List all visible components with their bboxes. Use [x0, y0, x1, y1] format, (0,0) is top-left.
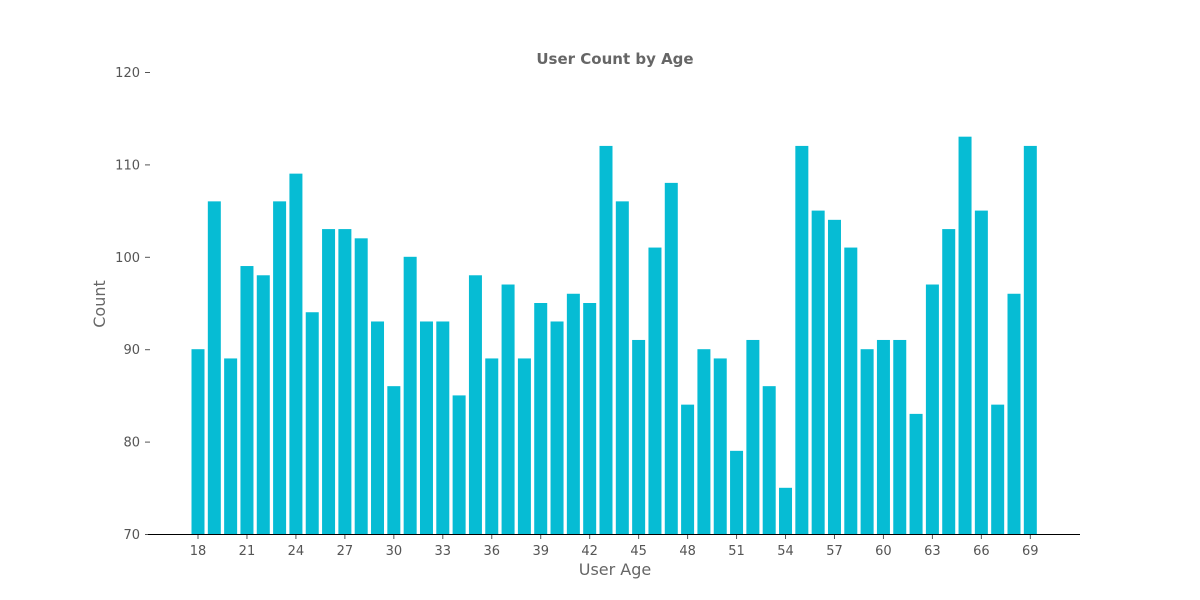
bar-age-39	[534, 303, 548, 534]
x-axis: 18 21 24 27 30 33 36 39 42 45 48 51 54 57 60 63 66 69	[190, 534, 1039, 559]
bar-age-69	[1023, 145, 1037, 535]
bar-age-26	[322, 229, 336, 534]
bar-age-55	[795, 145, 809, 535]
bar-age-49	[697, 349, 711, 534]
bar-age-40	[550, 321, 564, 534]
bar-age-41	[566, 293, 580, 534]
bar-age-31	[403, 256, 417, 534]
bar-age-47	[664, 182, 678, 534]
bar-age-30	[387, 386, 401, 534]
bar-age-22	[256, 275, 270, 534]
bar-age-20	[224, 358, 238, 534]
bar-age-63	[925, 284, 939, 534]
bar-age-21	[240, 266, 254, 534]
bar-age-64	[942, 229, 956, 534]
bar-age-18	[191, 349, 205, 534]
x-tick-label-45: 45	[630, 544, 647, 559]
y-tick-label-110: 110	[115, 158, 140, 173]
bar-age-62	[909, 413, 923, 534]
x-tick-label-69: 69	[1022, 544, 1039, 559]
y-tick-label-100: 100	[115, 251, 140, 266]
x-axis-label: User Age	[579, 560, 652, 579]
x-tick-label-48: 48	[679, 544, 696, 559]
x-tick-label-42: 42	[581, 544, 598, 559]
bar-age-36	[485, 358, 499, 534]
bar-age-67	[991, 404, 1005, 534]
bar-age-28	[354, 238, 368, 534]
x-tick-label-66: 66	[973, 544, 990, 559]
bar-age-48	[681, 404, 695, 534]
x-tick-label-30: 30	[386, 544, 403, 559]
x-tick-label-54: 54	[777, 544, 794, 559]
bar-age-45	[632, 339, 646, 534]
bar-age-33	[436, 321, 450, 534]
x-tick-label-51: 51	[728, 544, 745, 559]
bar-age-43	[599, 145, 613, 535]
bar-age-51	[730, 450, 744, 534]
bar-age-59	[860, 349, 874, 534]
x-tick-label-57: 57	[826, 544, 843, 559]
y-axis-label: Count	[90, 280, 109, 328]
bar-age-29	[371, 321, 385, 534]
x-tick-label-18: 18	[190, 544, 207, 559]
bars-group	[191, 136, 1037, 535]
bar-age-50	[713, 358, 727, 534]
bar-age-56	[811, 210, 825, 534]
bar-age-58	[844, 247, 858, 534]
bar-age-54	[779, 487, 793, 534]
y-tick-label-90: 90	[123, 343, 140, 358]
bar-age-23	[273, 201, 287, 535]
chart-title: User Count by Age	[536, 50, 693, 68]
y-tick-label-120: 120	[115, 66, 140, 81]
bar-age-32	[419, 321, 433, 534]
y-axis: 70 80 90 100 110 120	[115, 66, 150, 543]
bar-age-46	[648, 247, 662, 534]
x-tick-label-60: 60	[875, 544, 892, 559]
x-tick-label-39: 39	[532, 544, 549, 559]
bar-age-53	[762, 386, 776, 534]
bar-age-24	[289, 173, 303, 534]
y-tick-label-70: 70	[123, 528, 140, 543]
y-tick-label-80: 80	[123, 436, 140, 451]
bar-age-66	[974, 210, 988, 534]
bar-age-35	[468, 275, 482, 534]
bar-age-68	[1007, 293, 1021, 534]
bar-age-27	[338, 229, 352, 534]
x-tick-label-63: 63	[924, 544, 941, 559]
x-tick-label-27: 27	[337, 544, 354, 559]
bar-age-57	[827, 219, 841, 534]
x-tick-label-21: 21	[239, 544, 256, 559]
x-tick-label-33: 33	[435, 544, 452, 559]
bar-age-52	[746, 339, 760, 534]
bar-age-61	[893, 339, 907, 534]
bar-age-38	[517, 358, 531, 534]
bar-age-34	[452, 395, 466, 534]
bar-age-42	[583, 303, 597, 534]
bar-age-37	[501, 284, 515, 534]
x-tick-label-24: 24	[288, 544, 305, 559]
bar-age-19	[207, 201, 221, 535]
bar-age-60	[876, 339, 890, 534]
bar-age-65	[958, 136, 972, 534]
bar-age-44	[615, 201, 629, 535]
bar-age-25	[305, 312, 319, 534]
x-tick-label-36: 36	[483, 544, 500, 559]
